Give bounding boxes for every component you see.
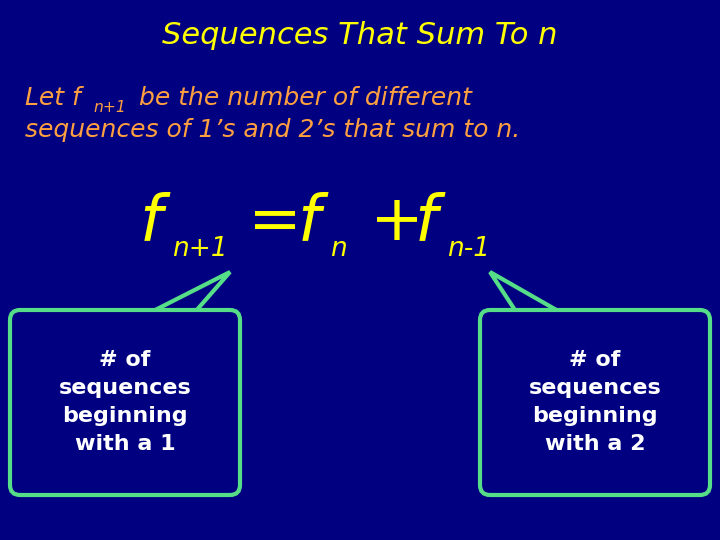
Text: f: f — [415, 191, 438, 253]
Text: Let f: Let f — [25, 86, 81, 110]
Text: n-1: n-1 — [447, 236, 490, 262]
Text: =: = — [228, 191, 322, 253]
Text: be the number of different: be the number of different — [131, 86, 472, 110]
FancyBboxPatch shape — [480, 310, 710, 495]
FancyBboxPatch shape — [10, 310, 240, 495]
Text: n: n — [330, 236, 347, 262]
Text: # of
sequences
beginning
with a 1: # of sequences beginning with a 1 — [58, 350, 192, 455]
Text: Sequences That Sum To n: Sequences That Sum To n — [162, 21, 558, 50]
Text: # of
sequences
beginning
with a 2: # of sequences beginning with a 2 — [528, 350, 662, 455]
Polygon shape — [135, 272, 230, 320]
Polygon shape — [490, 272, 574, 320]
Text: +: + — [350, 191, 444, 253]
Text: n+1: n+1 — [172, 236, 228, 262]
Text: f: f — [298, 191, 320, 253]
Text: sequences of 1’s and 2’s that sum to n.: sequences of 1’s and 2’s that sum to n. — [25, 118, 521, 142]
Text: f: f — [140, 191, 163, 253]
Text: n+1: n+1 — [93, 100, 126, 115]
